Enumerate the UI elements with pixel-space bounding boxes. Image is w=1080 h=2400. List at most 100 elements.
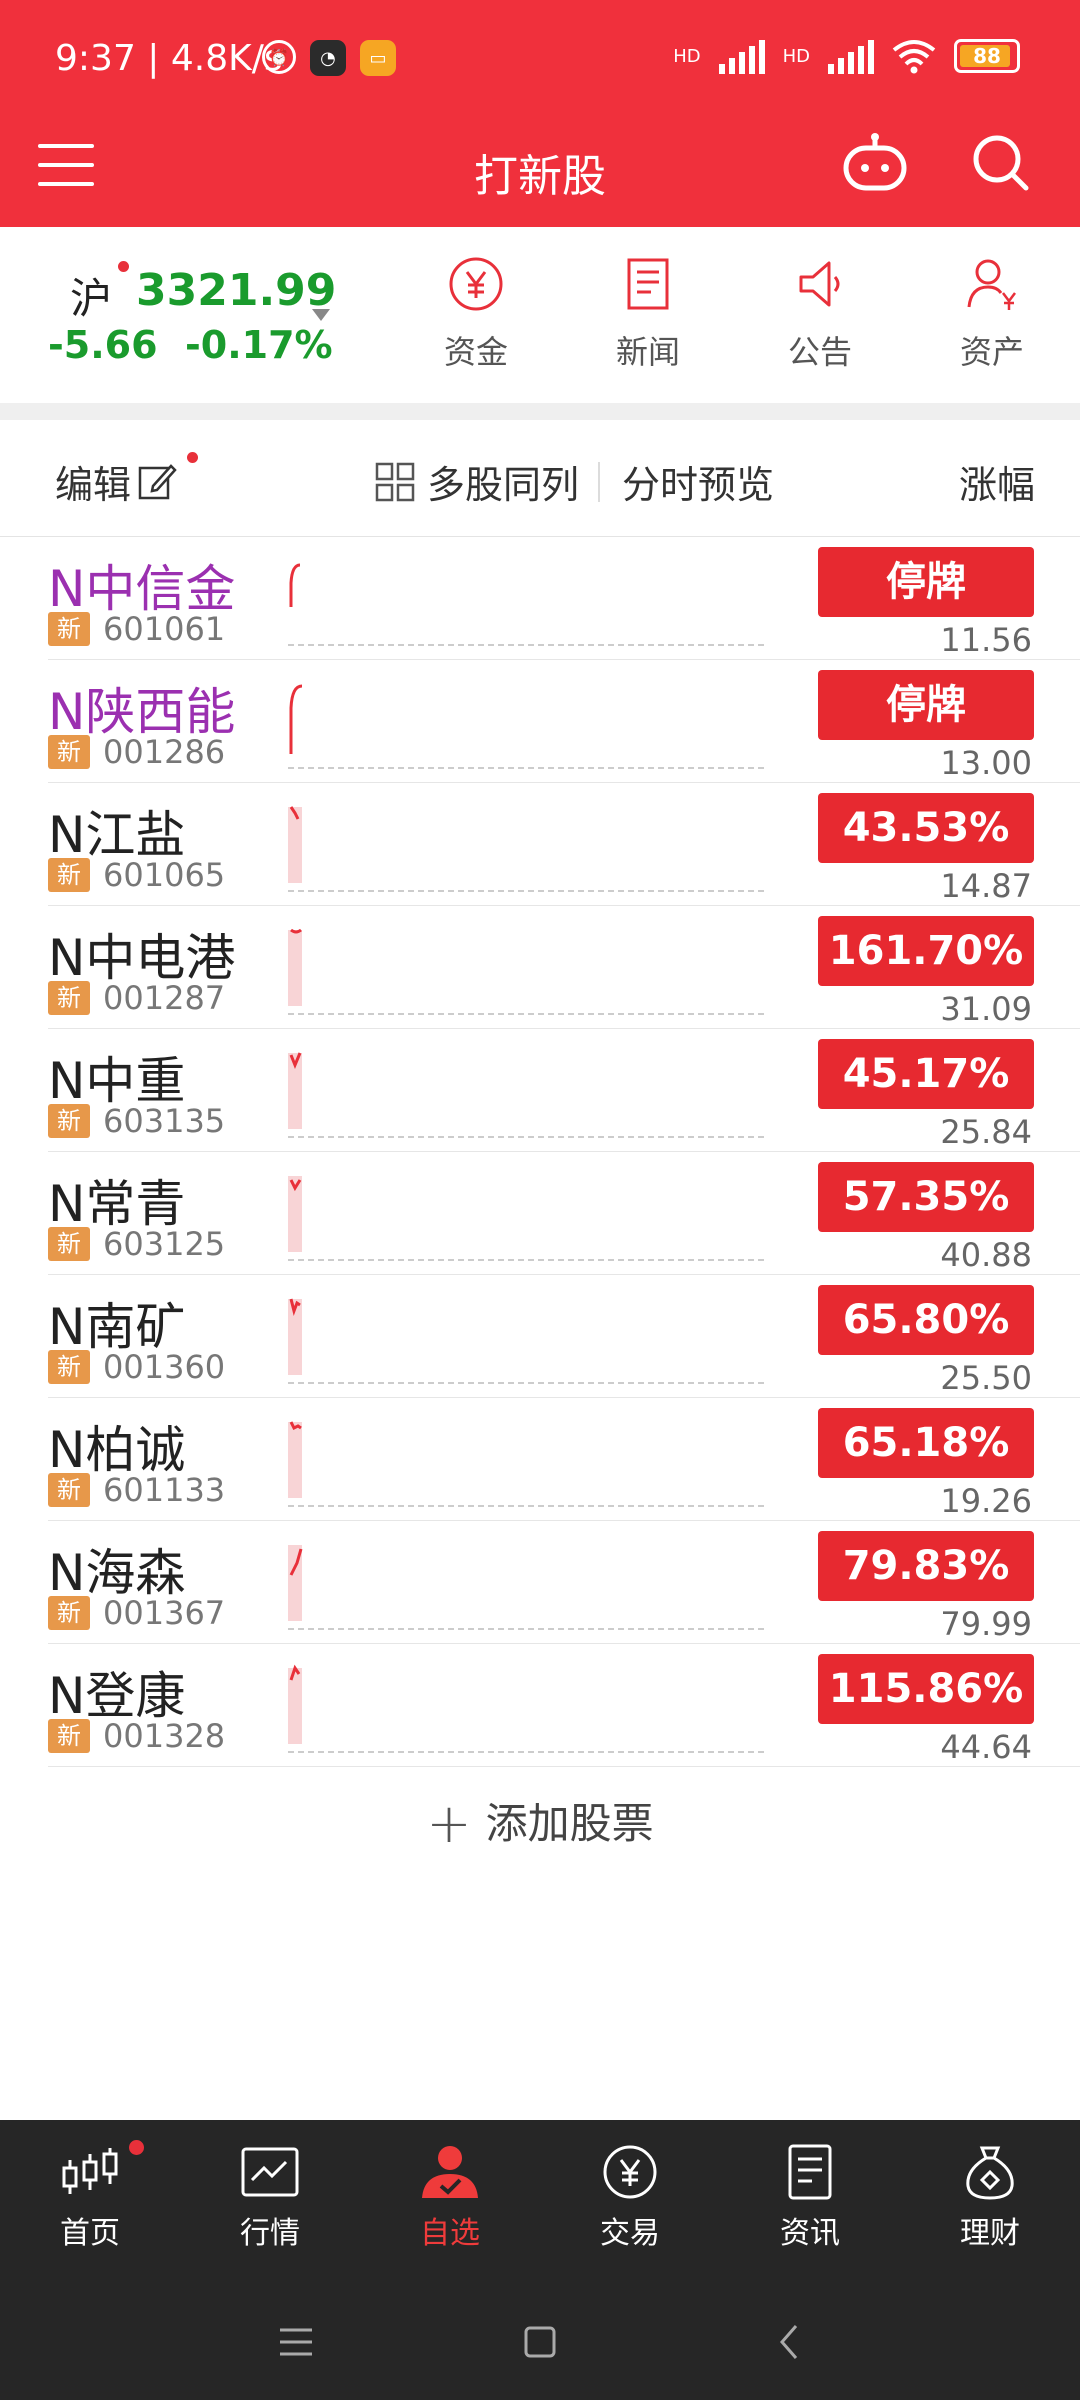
quick-assets-button[interactable]: 资产 (932, 255, 1052, 373)
nav-home[interactable]: 首页 (30, 2144, 150, 2252)
intraday-sparkline (288, 1052, 768, 1138)
market-chart-icon (241, 2147, 299, 2197)
change-pill[interactable]: 65.80% (818, 1285, 1034, 1355)
quick-funds-button[interactable]: 资金 (416, 255, 536, 373)
stock-price: 79.99 (940, 1605, 1032, 1643)
stock-row[interactable]: N中重新 603135 45.17% 25.84 (48, 1029, 1080, 1152)
stock-name: N陕西能 (48, 683, 236, 741)
stock-price: 31.09 (940, 990, 1032, 1028)
add-stock-button[interactable]: + 添加股票 (0, 1790, 1080, 1855)
intraday-sparkline (288, 1176, 768, 1261)
stock-row[interactable]: N海森新 001367 79.83% 79.99 (48, 1521, 1080, 1644)
section-divider (0, 403, 1080, 420)
index-dropdown-icon[interactable] (312, 309, 330, 321)
stock-row[interactable]: N中电港新 001287 161.70% 31.09 (48, 906, 1080, 1029)
recent-apps-icon[interactable] (276, 2320, 316, 2364)
stock-code: 001328 (103, 1717, 226, 1755)
stock-row[interactable]: N柏诚新 601133 65.18% 19.26 (48, 1398, 1080, 1521)
quick-news-button[interactable]: 新闻 (588, 255, 708, 373)
change-pill[interactable]: 161.70% (818, 916, 1034, 986)
quick-announce-button[interactable]: 公告 (760, 255, 880, 373)
toolbar-separator (598, 462, 600, 502)
new-stock-badge: 新 (48, 1350, 90, 1384)
stock-row[interactable]: N常青新 603125 57.35% 40.88 (48, 1152, 1080, 1275)
robot-assistant-icon[interactable] (842, 132, 908, 192)
index-name[interactable]: 沪 (70, 274, 113, 323)
stock-code: 001286 (103, 733, 226, 771)
stock-code: 601133 (103, 1471, 226, 1509)
nav-wealth[interactable]: 理财 (930, 2144, 1050, 2252)
edit-label: 编辑 (55, 463, 132, 507)
wifi-icon (892, 40, 936, 74)
change-pill[interactable]: 停牌 (818, 670, 1034, 740)
nav-home-label: 首页 (60, 2216, 120, 2251)
change-pill[interactable]: 65.18% (818, 1408, 1034, 1478)
stock-code: 601065 (103, 856, 226, 894)
nav-watchlist[interactable]: 自选 (390, 2144, 510, 2252)
new-stock-badge: 新 (48, 1473, 90, 1507)
info-doc-icon (788, 2144, 832, 2200)
stock-list: N中信金新 601061 停牌 11.56 N陕西能新 001286 停牌 13.00 N江盐新… (0, 537, 1080, 1767)
edit-button[interactable]: 编辑 (55, 454, 177, 509)
nav-market[interactable]: 行情 (210, 2144, 330, 2252)
intraday-sparkline (288, 563, 768, 646)
bottom-nav: 首页 行情 自选 交易 资讯 (0, 2120, 1080, 2288)
page-title: 打新股 (474, 151, 606, 202)
stock-name: N南矿 (48, 1298, 186, 1356)
change-pill[interactable]: 57.35% (818, 1162, 1034, 1232)
stock-name: N常青 (48, 1175, 186, 1233)
stock-row[interactable]: N江盐新 601065 43.53% 14.87 (48, 783, 1080, 906)
back-icon[interactable] (770, 2320, 810, 2364)
stock-price: 13.00 (940, 744, 1032, 782)
change-pill[interactable]: 79.83% (818, 1531, 1034, 1601)
sort-change-button[interactable]: 涨幅 (958, 463, 1035, 507)
nav-info[interactable]: 资讯 (750, 2144, 870, 2252)
multi-stock-button[interactable]: 多股同列 (375, 454, 579, 509)
news-doc-icon (627, 258, 669, 310)
nav-info-label: 资讯 (780, 2216, 840, 2251)
stock-code: 001367 (103, 1594, 226, 1632)
status-bar: 9:37 | 4.8K/s ⏰ ◔ ▭ HD HD 88 (0, 0, 1080, 120)
stock-name: N中电港 (48, 929, 236, 987)
system-nav-bar (0, 2288, 1080, 2400)
stock-code: 603125 (103, 1225, 226, 1263)
index-quick-row: 沪 3321.99 -5.66 -0.17% 资金 新闻 公告 资 (0, 227, 1080, 403)
stock-code: 001360 (103, 1348, 226, 1386)
stock-price: 25.50 (940, 1359, 1032, 1397)
stock-row[interactable]: N陕西能新 001286 停牌 13.00 (48, 660, 1080, 783)
home-button-icon[interactable] (520, 2320, 560, 2364)
stock-price: 25.84 (940, 1113, 1032, 1151)
stock-price: 14.87 (940, 867, 1032, 905)
change-pill[interactable]: 43.53% (818, 793, 1034, 863)
quick-announce-label: 公告 (787, 333, 852, 371)
search-icon[interactable] (970, 132, 1032, 194)
nav-trade[interactable]: 交易 (570, 2144, 690, 2252)
stock-price: 44.64 (940, 1728, 1032, 1766)
stock-row[interactable]: N南矿新 001360 65.80% 25.50 (48, 1275, 1080, 1398)
stock-row[interactable]: N登康新 001328 115.86% 44.64 (48, 1644, 1080, 1767)
stock-name: N登康 (48, 1667, 186, 1725)
multi-stock-label: 多股同列 (427, 463, 580, 507)
stock-price: 40.88 (940, 1236, 1032, 1274)
quick-funds-label: 资金 (443, 333, 508, 371)
quick-news-label: 新闻 (615, 333, 680, 371)
change-pill[interactable]: 停牌 (818, 547, 1034, 617)
index-value[interactable]: 3321.99 (136, 265, 337, 316)
clock-text: 9:37 (55, 38, 136, 79)
change-pill[interactable]: 45.17% (818, 1039, 1034, 1109)
candlestick-icon (62, 2148, 118, 2194)
change-pill[interactable]: 115.86% (818, 1654, 1034, 1724)
index-red-dot (118, 261, 129, 272)
app-notification-icon: ◔ (310, 40, 346, 76)
list-toolbar: 编辑 多股同列 分时预览 涨幅 (0, 420, 1080, 537)
user-asset-icon (967, 259, 1016, 310)
timeshare-preview-button[interactable]: 分时预览 (622, 463, 775, 507)
stock-row[interactable]: N中信金新 601061 停牌 11.56 (48, 537, 1080, 660)
menu-icon[interactable] (38, 144, 94, 190)
signal-icon (718, 38, 765, 74)
intraday-sparkline (288, 1664, 768, 1753)
message-notification-icon: ▭ (360, 40, 396, 76)
new-stock-badge: 新 (48, 612, 90, 646)
stock-name: N江盐 (48, 806, 186, 864)
signal-icon-2 (828, 38, 874, 74)
